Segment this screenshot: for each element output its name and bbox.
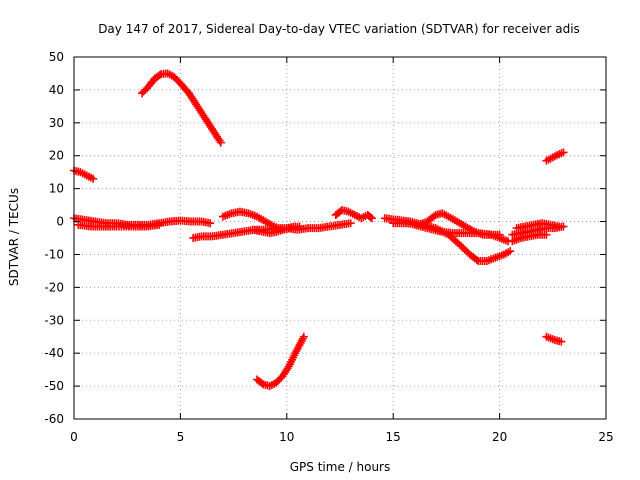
axis-ticks [73, 56, 607, 420]
y-tick-label: 20 [49, 149, 64, 163]
y-tick-label: -40 [44, 346, 64, 360]
y-axis-label: SDTVAR / TECUs [7, 188, 21, 286]
series-arc-late-negative [542, 332, 566, 346]
data-point [557, 337, 566, 346]
x-tick-label: 10 [279, 430, 294, 444]
series-arc-low-trough [253, 332, 308, 391]
data-point [346, 219, 355, 228]
data-point [495, 230, 504, 239]
y-tick-label: 40 [49, 83, 64, 97]
plot-frame [73, 56, 607, 420]
y-tick-label: 30 [49, 116, 64, 130]
data-point [506, 247, 515, 256]
series-band-afternoon [331, 206, 376, 223]
series-arc-late-positive [542, 148, 568, 165]
y-tick-label: 0 [56, 215, 64, 229]
y-tick-label: -30 [44, 313, 64, 327]
y-tick-label: -10 [44, 247, 64, 261]
data-point [155, 220, 164, 229]
data-point [555, 222, 564, 231]
data-point [291, 222, 300, 231]
data-point [206, 219, 215, 228]
data-point [430, 212, 439, 221]
data-point [542, 230, 551, 239]
data-point [366, 213, 375, 222]
series-arc-high-peak [138, 69, 225, 147]
axis-tick-labels: 0 5 10 15 20 25 50 40 30 20 10 0 -10 -20 -30 -40 -50 -60 [44, 50, 613, 444]
x-tick-label: 25 [598, 430, 613, 444]
data-point [472, 255, 481, 264]
x-axis-label: GPS time / hours [290, 460, 391, 474]
data-point [257, 379, 266, 388]
series-band-late-6 [508, 230, 551, 246]
y-tick-label: 10 [49, 182, 64, 196]
data-point [299, 332, 308, 341]
y-tick-label: -20 [44, 280, 64, 294]
series-band-late-5 [512, 219, 564, 233]
x-tick-label: 15 [386, 430, 401, 444]
x-tick-label: 5 [177, 430, 185, 444]
x-tick-label: 20 [492, 430, 507, 444]
series-band-midday-mid [248, 222, 300, 238]
data-point [367, 214, 376, 223]
data-point [559, 148, 568, 157]
data-point [216, 138, 225, 147]
y-tick-label: -60 [44, 412, 64, 426]
x-tick-label: 0 [70, 430, 78, 444]
series-band-late-3 [410, 220, 504, 239]
data-point [155, 71, 164, 80]
data-point [89, 174, 98, 183]
y-tick-label: 50 [49, 50, 64, 64]
series-band-morning-b [74, 220, 164, 231]
chart-title: Day 147 of 2017, Sidereal Day-to-day VTE… [98, 22, 580, 36]
data-series [70, 69, 568, 391]
y-tick-label: -50 [44, 379, 64, 393]
